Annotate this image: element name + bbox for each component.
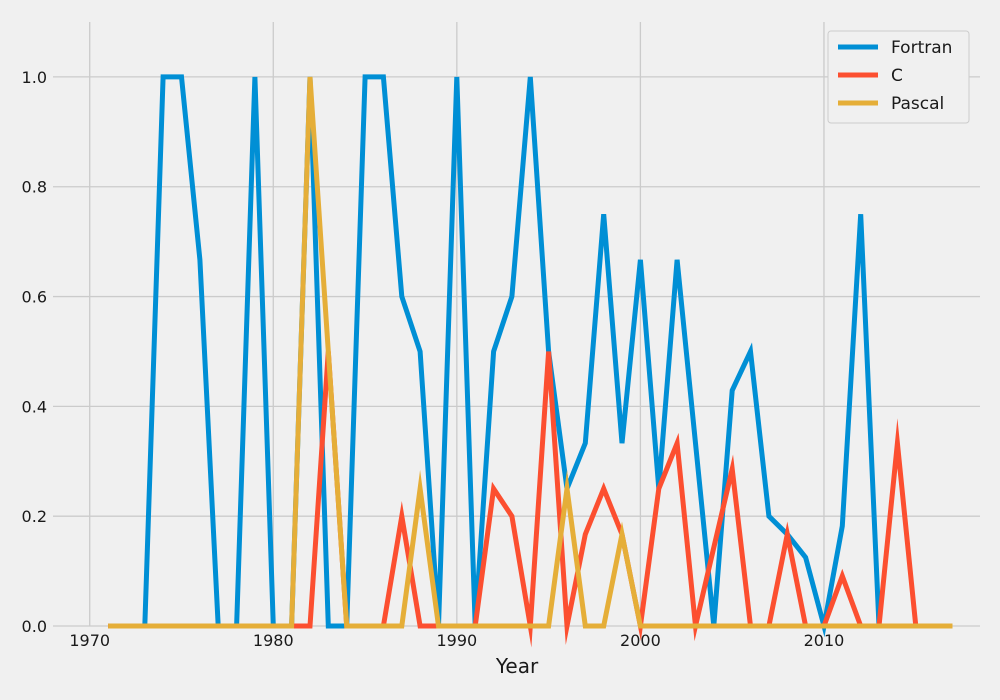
legend-label-c: C [891,66,903,86]
series-line-fortran [108,74,953,638]
y-tick-label: 0.6 [22,288,47,307]
series-line-pascal [108,76,953,629]
x-tick-label: 1990 [436,631,477,650]
legend-box [827,30,970,124]
x-axis-label: Year [495,654,539,678]
legend-label-pascal: Pascal [891,94,944,114]
legend-label-fortran: Fortran [891,38,952,58]
legend: Fortran C Pascal [827,30,970,124]
y-tick-label: 0.0 [22,617,47,636]
x-tick-label: 2010 [804,631,845,650]
x-tick-label: 1970 [69,631,110,650]
y-tick-labels: 0.0 0.2 0.4 0.6 0.8 1.0 [22,68,47,636]
y-tick-label: 0.4 [22,397,47,416]
x-tick-label: 1980 [253,631,294,650]
y-tick-label: 0.8 [22,178,47,197]
series-lines [108,74,953,648]
x-tick-label: 2000 [620,631,661,650]
y-tick-label: 0.2 [22,507,47,526]
x-tick-labels: 1970 1980 1990 2000 2010 [69,631,844,650]
y-tick-label: 1.0 [22,68,47,87]
